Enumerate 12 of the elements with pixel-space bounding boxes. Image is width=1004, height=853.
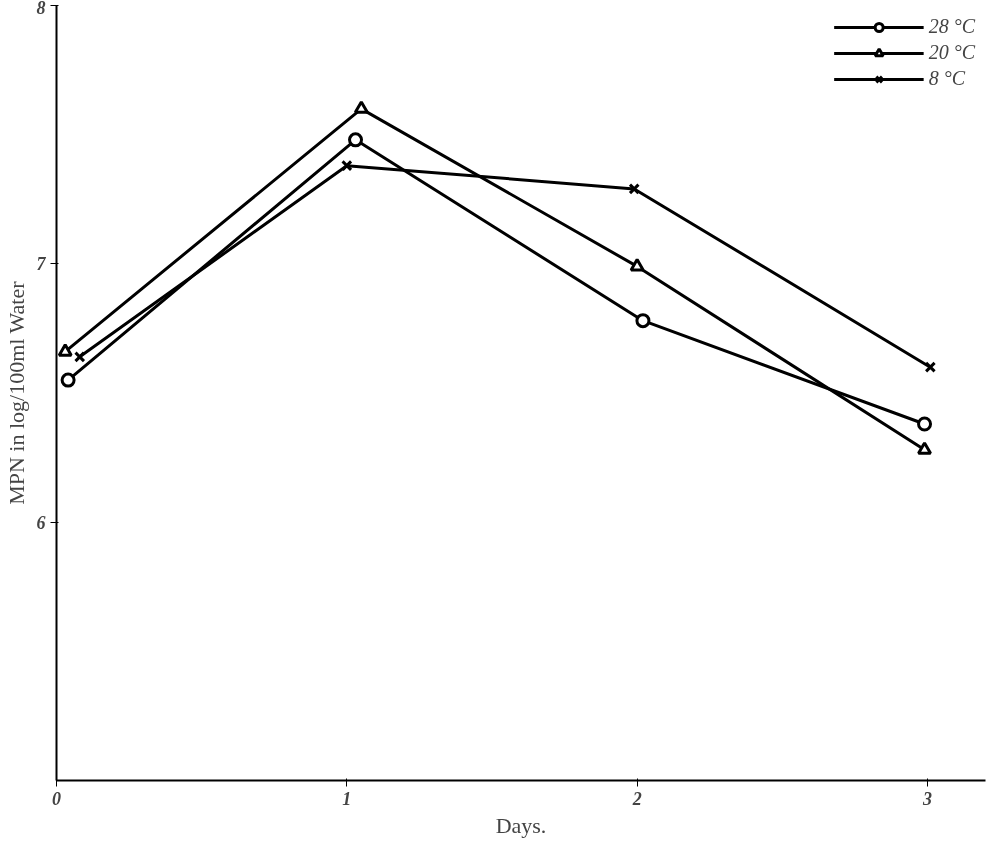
y-tick-label: 8	[36, 0, 46, 18]
legend-label: 8 °C	[928, 67, 965, 90]
x-tick-label: 2	[631, 788, 642, 809]
y-tick-label: 7	[36, 254, 47, 275]
legend-label: 28 °C	[928, 15, 975, 38]
x-tick-label: 0	[52, 788, 61, 809]
x-axis-title: Days.	[495, 812, 547, 838]
x-tick-label: 1	[342, 788, 352, 809]
x-tick-label: 3	[921, 788, 932, 809]
legend-label: 20 °C	[928, 41, 975, 64]
y-axis-title: MPN in log/100ml Water	[3, 280, 29, 505]
y-tick-label: 6	[36, 512, 46, 533]
